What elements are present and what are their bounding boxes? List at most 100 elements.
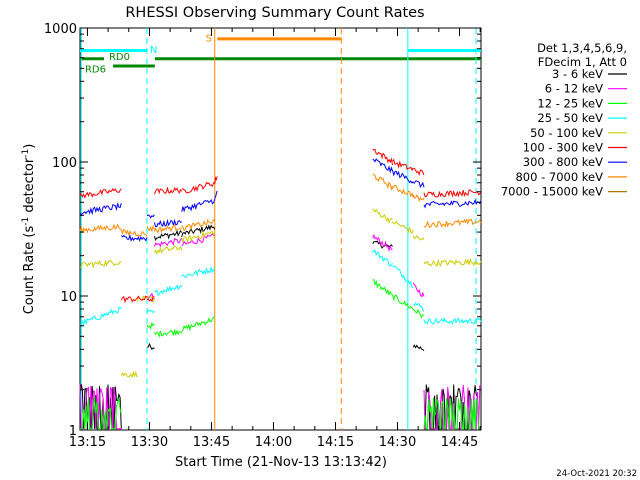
- series-line: [79, 259, 122, 269]
- plot-frame: [79, 27, 482, 431]
- series-line: [153, 237, 183, 248]
- series-line: [181, 267, 216, 279]
- legend-entry-label: 12 - 25 keV: [537, 96, 603, 110]
- y-label-sup2: -1: [21, 149, 31, 158]
- series-line: [79, 306, 122, 327]
- legend-header-decimation: FDecim 1, Att 0: [538, 55, 627, 69]
- axes-layer: 13:15 13:30 13:45 14:00 14:15 14:30 14:45 1 10 10…: [44, 22, 481, 450]
- legend-entry-label: 6 - 12 keV: [545, 82, 603, 96]
- series-line: [214, 176, 218, 185]
- y-label-sup1: -1: [21, 217, 31, 226]
- series-line: [412, 194, 425, 203]
- series-line: [412, 344, 425, 352]
- series-line: [153, 224, 183, 234]
- series-line: [153, 186, 183, 195]
- series-line: [154, 284, 183, 296]
- legend-entry-label: 3 - 6 keV: [552, 67, 603, 81]
- legend: Det 1,3,4,5,6,9, FDecim 1, Att 0 3 - 6 k…: [501, 41, 627, 199]
- series-line: [153, 218, 182, 228]
- series-line: [372, 249, 393, 267]
- series-line: [146, 224, 155, 233]
- flag-label-s: S: [206, 33, 212, 44]
- series-line: [120, 228, 148, 237]
- series-line: [412, 234, 425, 241]
- footer-timestamp: 24-Oct-2021 20:32: [556, 469, 637, 479]
- x-tick-label: 14:30: [379, 435, 416, 450]
- series-line: [423, 258, 482, 268]
- series-line: [79, 384, 122, 430]
- x-tick-label: 13:30: [131, 435, 168, 450]
- series-line: [146, 214, 155, 219]
- series-line: [146, 321, 155, 330]
- series-line: [181, 230, 216, 244]
- series-line: [392, 294, 414, 310]
- series-line: [80, 397, 122, 430]
- series-line: [372, 158, 393, 174]
- series-line: [412, 282, 425, 298]
- y-tick-label: 10: [60, 290, 77, 305]
- legend-entry-label: 800 - 7000 keV: [515, 170, 603, 184]
- series-line: [146, 309, 155, 314]
- y-label-end: ): [22, 144, 37, 149]
- x-tick-label: 14:15: [317, 435, 354, 450]
- series-line: [181, 224, 216, 238]
- series-line: [146, 342, 155, 351]
- y-label-main: Count Rate (s: [22, 226, 37, 315]
- series-line: [412, 302, 425, 312]
- series-line: [79, 223, 122, 234]
- y-tick-label: 100: [52, 156, 77, 171]
- x-tick-label: 13:45: [193, 435, 230, 450]
- series-line: [392, 265, 414, 289]
- flag-label-rd0: RD0: [109, 52, 130, 63]
- legend-entry-label: 300 - 800 keV: [523, 155, 603, 169]
- series-line: [146, 296, 155, 303]
- series-line: [423, 397, 481, 430]
- series-line: [153, 329, 183, 338]
- series-line: [181, 181, 216, 194]
- series-line: [120, 233, 148, 243]
- y-tick-label: 1: [69, 424, 77, 439]
- series-line: [412, 308, 424, 319]
- series-line: [423, 317, 482, 326]
- x-tick-label: 13:15: [69, 435, 106, 450]
- x-tick-label: 14:00: [255, 435, 292, 450]
- series-line: [412, 180, 425, 188]
- series-line: [423, 198, 482, 209]
- series-line: [372, 240, 393, 249]
- series-line: [372, 233, 393, 252]
- y-tick-label: 1000: [44, 22, 77, 37]
- series-layer: [79, 148, 482, 430]
- series-line: [120, 295, 148, 304]
- flag-label-n: N: [150, 45, 157, 56]
- legend-entry-label: 25 - 50 keV: [537, 111, 603, 125]
- x-tick-label: 14:45: [441, 435, 478, 450]
- series-line: [392, 184, 414, 198]
- series-line: [181, 198, 216, 213]
- series-line: [181, 316, 216, 333]
- series-line: [372, 208, 393, 224]
- series-line: [146, 295, 155, 304]
- series-line: [181, 233, 215, 247]
- series-line: [79, 187, 122, 199]
- series-line: [392, 220, 414, 235]
- series-line: [392, 169, 414, 184]
- flag-label-rd6: RD6: [85, 64, 106, 75]
- series-line: [372, 173, 393, 191]
- series-line: [120, 370, 138, 379]
- y-label-mid: detector: [22, 157, 37, 217]
- series-line: [214, 190, 218, 199]
- series-line: [79, 202, 122, 216]
- chart-title: RHESSI Observing Summary Count Rates: [125, 5, 424, 21]
- series-line: [372, 279, 393, 297]
- series-line: [392, 158, 414, 172]
- legend-entry-label: 7000 - 15000 keV: [501, 185, 603, 199]
- series-line: [181, 218, 216, 232]
- series-line: [372, 148, 393, 165]
- series-line: [423, 189, 482, 198]
- legend-entry-label: 100 - 300 keV: [523, 141, 603, 155]
- series-line: [153, 245, 183, 255]
- legend-entry-label: 50 - 100 keV: [530, 126, 603, 140]
